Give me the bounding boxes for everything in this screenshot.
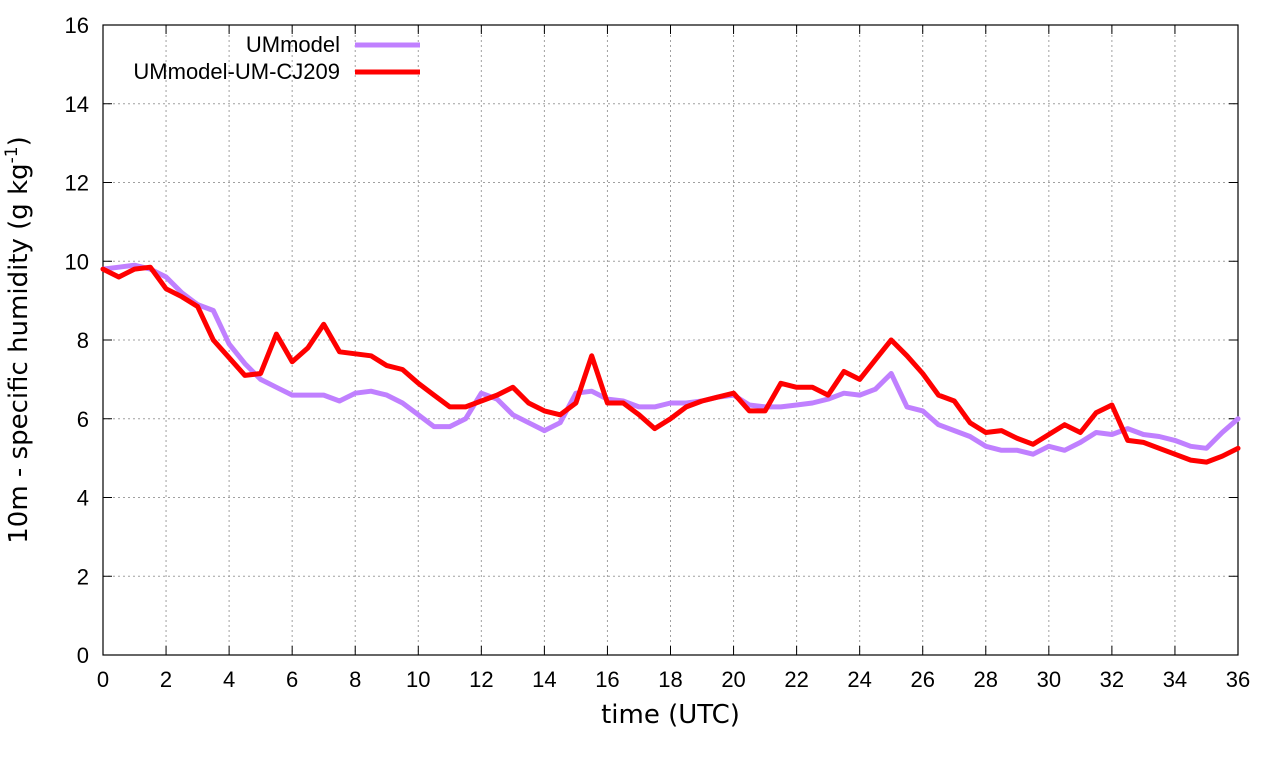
grid-lines [103, 25, 1238, 655]
x-tick-label: 6 [286, 667, 298, 692]
legend-label: UMmodel [246, 32, 340, 57]
x-tick-label: 26 [910, 667, 934, 692]
legend-label: UMmodel-UM-CJ209 [133, 59, 340, 84]
x-tick-label: 8 [349, 667, 361, 692]
x-tick-label: 0 [97, 667, 109, 692]
x-tick-label: 28 [974, 667, 998, 692]
x-tick-label: 10 [406, 667, 430, 692]
y-tick-label: 16 [65, 13, 89, 38]
x-tick-label: 2 [160, 667, 172, 692]
y-tick-label: 12 [65, 171, 89, 196]
series-line-ummodel [100, 262, 1241, 457]
x-tick-label: 14 [532, 667, 556, 692]
y-tick-label: 10 [65, 249, 89, 274]
x-tick-label: 16 [595, 667, 619, 692]
x-tick-label: 18 [658, 667, 682, 692]
x-tick-label: 22 [784, 667, 808, 692]
series-line-ummodel-um-cj209 [100, 264, 1241, 465]
y-tick-label: 4 [77, 486, 89, 511]
x-tick-label: 20 [721, 667, 745, 692]
x-tick-label: 24 [847, 667, 871, 692]
x-tick-label: 30 [1037, 667, 1061, 692]
x-tick-label: 32 [1100, 667, 1124, 692]
y-tick-label: 8 [77, 328, 89, 353]
axis-ticks: 0 2 4 6 8 10 12 14 16 18 20 22 24 26 28 30 32 34 360246810… [65, 13, 1251, 692]
series-lines [100, 262, 1241, 465]
y-axis-title: 10m - specific humidity (g kg-1) [2, 136, 34, 544]
y-axis-title-close: ) [4, 136, 34, 146]
x-tick-label: 36 [1226, 667, 1250, 692]
x-tick-label: 4 [223, 667, 235, 692]
x-axis-title: time (UTC) [601, 700, 740, 730]
y-tick-label: 0 [77, 643, 89, 668]
x-tick-label: 34 [1163, 667, 1187, 692]
y-axis-title-base: 10m - specific humidity (g kg [4, 163, 34, 543]
y-axis-title-superscript: -1 [2, 146, 22, 163]
y-tick-label: 2 [77, 564, 89, 589]
y-tick-label: 6 [77, 407, 89, 432]
y-tick-label: 14 [65, 92, 89, 117]
x-tick-label: 12 [469, 667, 493, 692]
